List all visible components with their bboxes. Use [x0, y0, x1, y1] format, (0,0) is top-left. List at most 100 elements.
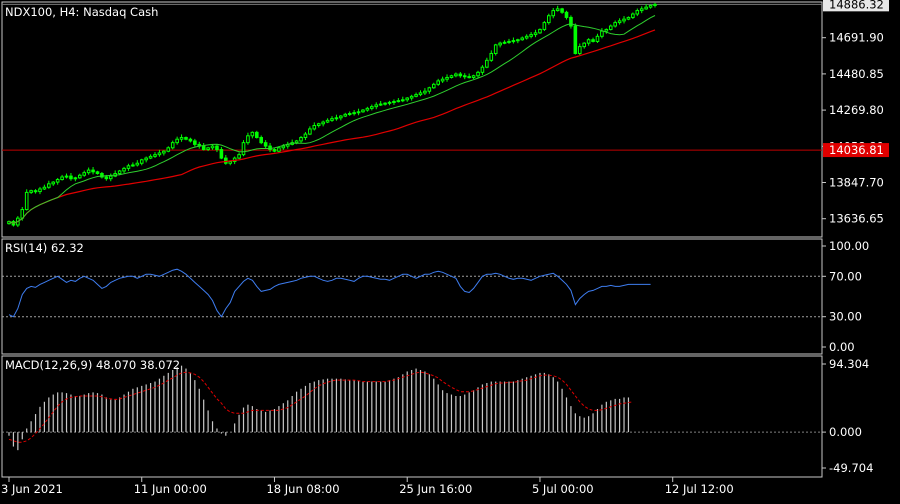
candle[interactable] — [622, 16, 626, 24]
candle[interactable] — [325, 118, 330, 124]
candle[interactable] — [639, 6, 644, 14]
candle[interactable] — [206, 146, 210, 152]
candle[interactable] — [246, 132, 250, 145]
candle[interactable] — [170, 140, 175, 150]
candle[interactable] — [24, 189, 29, 211]
candle[interactable] — [100, 171, 104, 179]
candle[interactable] — [272, 148, 277, 153]
candle[interactable] — [343, 112, 348, 118]
candle[interactable] — [400, 96, 405, 103]
candle[interactable] — [162, 150, 166, 156]
candle[interactable] — [613, 20, 617, 28]
candle[interactable] — [604, 28, 609, 34]
candle[interactable] — [153, 152, 157, 158]
candle[interactable] — [108, 173, 113, 182]
candle[interactable] — [73, 176, 78, 182]
candle[interactable] — [51, 181, 56, 186]
candle[interactable] — [591, 37, 595, 43]
candle[interactable] — [392, 99, 396, 105]
candle[interactable] — [175, 136, 179, 145]
candle[interactable] — [547, 13, 551, 25]
candle[interactable] — [361, 109, 365, 113]
candle[interactable] — [303, 132, 308, 141]
candle[interactable] — [42, 184, 47, 190]
candle[interactable] — [445, 74, 449, 82]
candle[interactable] — [126, 163, 131, 171]
candle[interactable] — [263, 140, 268, 149]
candle[interactable] — [91, 167, 95, 175]
candle[interactable] — [383, 102, 387, 106]
candle[interactable] — [449, 74, 454, 79]
candle[interactable] — [635, 8, 640, 17]
candle[interactable] — [210, 144, 215, 150]
candle[interactable] — [347, 111, 352, 116]
candle[interactable] — [440, 76, 445, 83]
candle[interactable] — [538, 28, 542, 34]
candle[interactable] — [250, 131, 255, 139]
candle[interactable] — [135, 160, 140, 167]
candle[interactable] — [414, 92, 418, 98]
candle[interactable] — [409, 94, 414, 101]
candle[interactable] — [299, 135, 303, 143]
candle[interactable] — [64, 173, 69, 179]
candle[interactable] — [166, 146, 171, 153]
candle[interactable] — [626, 16, 631, 21]
candle[interactable] — [259, 135, 264, 145]
candle[interactable] — [365, 106, 370, 112]
candle[interactable] — [471, 74, 476, 80]
candle[interactable] — [617, 18, 622, 25]
candle[interactable] — [254, 130, 259, 139]
candle[interactable] — [542, 21, 547, 31]
candle[interactable] — [356, 108, 361, 116]
candle[interactable] — [405, 97, 410, 102]
candle[interactable] — [131, 162, 135, 167]
candle[interactable] — [498, 41, 502, 48]
candle[interactable] — [582, 42, 587, 49]
candle[interactable] — [184, 136, 188, 141]
candle[interactable] — [631, 12, 635, 19]
candle[interactable] — [374, 102, 379, 110]
candle[interactable] — [573, 23, 578, 55]
candle[interactable] — [427, 86, 432, 94]
candle[interactable] — [423, 88, 427, 95]
candle[interactable] — [224, 155, 228, 165]
candle[interactable] — [352, 110, 356, 116]
candle[interactable] — [321, 120, 325, 127]
candle[interactable] — [564, 10, 569, 20]
candle[interactable] — [648, 4, 653, 9]
candle[interactable] — [511, 37, 516, 44]
candle[interactable] — [86, 167, 91, 175]
candle[interactable] — [69, 173, 73, 181]
candle[interactable] — [201, 143, 206, 151]
candle[interactable] — [122, 166, 126, 174]
candle[interactable] — [215, 144, 219, 153]
candle[interactable] — [560, 7, 564, 14]
candle[interactable] — [462, 73, 467, 80]
candle[interactable] — [157, 149, 162, 157]
candle[interactable] — [148, 154, 153, 160]
candle[interactable] — [334, 114, 339, 121]
candle[interactable] — [60, 174, 64, 181]
candle[interactable] — [653, 2, 657, 8]
candle[interactable] — [55, 177, 60, 185]
candle[interactable] — [485, 57, 489, 69]
candle[interactable] — [144, 156, 148, 163]
candle[interactable] — [268, 143, 272, 153]
candle[interactable] — [467, 73, 471, 79]
candle[interactable] — [431, 82, 436, 89]
candle[interactable] — [330, 116, 334, 122]
candle[interactable] — [188, 137, 193, 143]
candle[interactable] — [219, 146, 224, 160]
candle[interactable] — [644, 4, 648, 10]
candle[interactable] — [77, 173, 82, 179]
candle[interactable] — [577, 43, 582, 56]
candle[interactable] — [396, 98, 401, 103]
candle[interactable] — [418, 90, 423, 97]
candle[interactable] — [308, 126, 312, 136]
candle[interactable] — [241, 140, 246, 157]
candle[interactable] — [569, 15, 573, 29]
candle[interactable] — [38, 186, 42, 195]
candle[interactable] — [339, 115, 343, 121]
candle[interactable] — [493, 43, 498, 56]
candle[interactable] — [47, 180, 51, 189]
